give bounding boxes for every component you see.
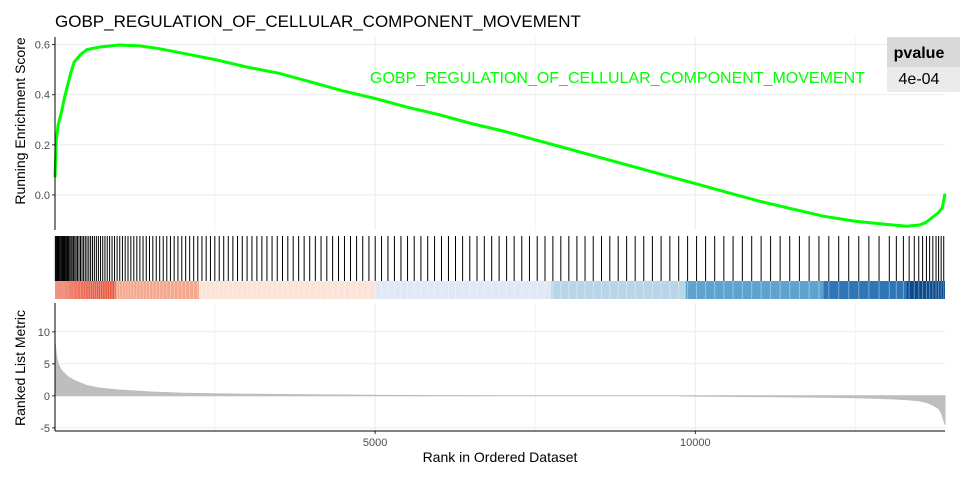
legend-series-label: GOBP_REGULATION_OF_CELLULAR_COMPONENT_MO… xyxy=(370,70,865,87)
rank-colorbar-segment xyxy=(823,281,907,299)
enrichment-y-tick-label: 0.6 xyxy=(35,40,50,52)
enrichment-grid xyxy=(55,37,945,230)
metric-y-tick-label: 0 xyxy=(44,391,50,403)
pvalue-table-header-cell xyxy=(887,37,955,67)
x-axis-label: Rank in Ordered Dataset xyxy=(423,449,578,465)
x-tick-label: 10000 xyxy=(680,437,711,449)
pvalue-table-value-cell-extra xyxy=(955,67,960,92)
rank-colorbar-segment xyxy=(115,281,200,299)
pvalue-table-value: 4e-04 xyxy=(899,71,940,88)
metric-y-tick-label: 5 xyxy=(44,359,50,371)
enrichment-y-axis-label: Running Enrichment Score xyxy=(12,37,28,205)
metric-y-tick-label: 10 xyxy=(38,327,50,339)
gene-hits-panel xyxy=(54,236,945,281)
enrichment-y-ticks: 0.0 0.2 0.4 0.6 xyxy=(35,40,55,202)
metric-grid xyxy=(55,303,945,431)
ranked-metric-panel: -5 0 5 10 5000 10000 Ranked List Metric Rank… xyxy=(12,303,946,465)
enrichment-y-tick-label: 0.2 xyxy=(35,140,50,152)
pvalue-table-value-cell xyxy=(887,67,955,92)
rank-colorbar-segment xyxy=(199,281,376,299)
metric-y-tick-label: -5 xyxy=(40,423,50,435)
metric-x-ticks: 5000 10000 xyxy=(363,431,711,449)
metric-y-ticks: -5 0 5 10 xyxy=(38,327,55,435)
enrichment-score-line xyxy=(53,43,947,228)
x-tick-label: 5000 xyxy=(363,437,387,449)
enrichment-y-tick-label: 0.0 xyxy=(35,190,50,202)
ranked-metric-area xyxy=(54,341,946,425)
enrichment-panel: 0.0 0.2 0.4 0.6 GOBP_REGULATION_OF_CELLULAR… xyxy=(12,37,947,230)
pvalue-table: pvalue 4e-04 xyxy=(887,37,960,92)
rank-colorbar-segment xyxy=(55,281,116,299)
pvalue-table-header: pvalue xyxy=(894,45,945,62)
rank-colorbar-segment xyxy=(906,281,945,299)
rank-colorbar xyxy=(54,281,945,299)
chart-title: GOBP_REGULATION_OF_CELLULAR_COMPONENT_MO… xyxy=(55,12,581,31)
enrichment-y-tick-label: 0.4 xyxy=(35,90,50,102)
rank-colorbar-segment xyxy=(685,281,824,299)
pvalue-table-header-cell-extra xyxy=(955,37,960,67)
rank-colorbar-segment xyxy=(375,281,552,299)
rank-colorbar-segment xyxy=(551,281,686,299)
metric-y-axis-label: Ranked List Metric xyxy=(12,310,28,426)
